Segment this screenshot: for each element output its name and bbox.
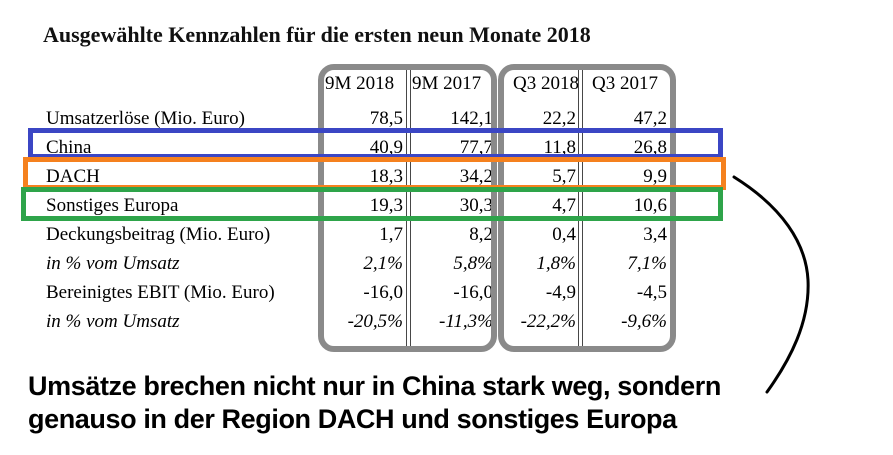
table-cell: 18,3: [369, 165, 403, 187]
column-divider-q3: [578, 70, 583, 347]
table-cell: 78,5: [369, 107, 403, 129]
table-cell: 1,8%: [536, 252, 576, 274]
annotation-line-2: genauso in der Region DACH und sonstiges…: [28, 404, 677, 434]
table-cell: -4,5: [636, 281, 667, 303]
table-cell: 9,9: [643, 165, 667, 187]
table-cell: 22,2: [542, 107, 576, 129]
table-cell: 142,1: [450, 107, 493, 129]
table-cell: 30,3: [459, 194, 493, 216]
column-divider-9m: [406, 70, 411, 347]
table-cell: 5,7: [552, 165, 576, 187]
highlight-box-sonstiges-europa: [21, 187, 723, 221]
table-cell: 40,9: [369, 136, 403, 158]
row-label-china: China: [46, 136, 92, 158]
column-group-frame-q3: [498, 64, 676, 352]
table-cell: -11,3%: [439, 310, 493, 332]
col-header-9m-2017: 9M 2017: [412, 73, 482, 94]
table-cell: -4,9: [545, 281, 576, 303]
table-cell: 4,7: [552, 194, 576, 216]
row-label-deckungsbeitrag-prozent: in % vom Umsatz: [46, 252, 180, 274]
table-cell: 47,2: [633, 107, 667, 129]
row-label-bereinigtes-ebit: Bereinigtes EBIT (Mio. Euro): [46, 281, 275, 303]
row-label-sonstiges-europa: Sonstiges Europa: [46, 194, 179, 216]
table-cell: 77,7: [459, 136, 493, 158]
table-cell: 34,2: [459, 165, 493, 187]
table-cell: 0,4: [552, 223, 576, 245]
page-title: Ausgewählte Kennzahlen für die ersten ne…: [43, 22, 591, 47]
table-cell: 7,1%: [627, 252, 667, 274]
row-label-deckungsbeitrag: Deckungsbeitrag (Mio. Euro): [46, 223, 271, 245]
column-group-frame-9m: [318, 64, 497, 352]
annotation-line-1: Umsätze brechen nicht nur in China stark…: [28, 371, 721, 401]
table-cell: -20,5%: [347, 310, 403, 332]
row-label-dach: DACH: [46, 165, 100, 187]
table-cell: 1,7: [379, 223, 403, 245]
col-header-q3-2017: Q3 2017: [592, 73, 658, 94]
row-label-umsatzerloese: Umsatzerlöse (Mio. Euro): [46, 107, 245, 129]
table-cell: 19,3: [369, 194, 403, 216]
table-cell: -9,6%: [621, 310, 667, 332]
table-cell: 8,2: [469, 223, 493, 245]
table-cell: 26,8: [633, 136, 667, 158]
highlight-box-china: [28, 128, 723, 159]
table-cell: 11,8: [543, 136, 576, 158]
table-cell: 3,4: [643, 223, 667, 245]
table-cell: 10,6: [633, 194, 667, 216]
table-cell: -16,0: [453, 281, 493, 303]
annotation-text: Umsätze brechen nicht nur in China stark…: [28, 370, 721, 436]
row-label-ebit-prozent: in % vom Umsatz: [46, 310, 180, 332]
table-cell: 2,1%: [363, 252, 403, 274]
table-cell: -16,0: [363, 281, 403, 303]
table-cell: -22,2%: [520, 310, 576, 332]
highlight-box-dach: [23, 157, 726, 190]
col-header-q3-2018: Q3 2018: [513, 73, 579, 94]
col-header-9m-2018: 9M 2018: [325, 73, 395, 94]
corner-spacer: [30, 64, 320, 104]
kpi-table: 9M 2018 9M 2017 Q3 2018 Q3 2017 Umsatzer…: [30, 64, 675, 336]
table-cell: 5,8%: [453, 252, 493, 274]
